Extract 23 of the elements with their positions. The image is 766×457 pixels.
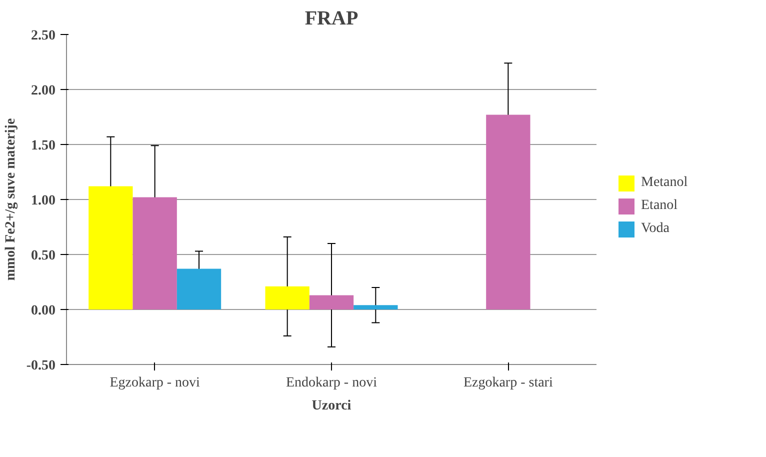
- chart-title: FRAP: [304, 8, 358, 30]
- y-axis-title: mmol Fe2+/g suve materije: [3, 118, 18, 281]
- bar: [309, 295, 354, 310]
- y-tick-label: 1.50: [31, 138, 56, 154]
- bar: [132, 197, 177, 310]
- x-tick-label: Ezgokarp - stari: [463, 376, 553, 390]
- x-tick-label: Egzokarp - novi: [110, 376, 200, 390]
- y-tick-label: -0.50: [26, 358, 56, 374]
- bar: [354, 305, 398, 310]
- x-tick-label: Endokarp - novi: [286, 376, 378, 390]
- legend-label: Etanol: [641, 198, 678, 214]
- legend-label: Metanol: [641, 175, 688, 191]
- y-tick-label: 0.00: [31, 304, 56, 318]
- bar: [486, 114, 530, 310]
- x-axis-title: Uzorci: [312, 398, 352, 414]
- bar: [88, 186, 133, 310]
- y-tick-label: 1.00: [31, 194, 56, 208]
- y-tick-label: 0.50: [31, 248, 56, 264]
- legend-label: Voda: [641, 221, 670, 237]
- y-tick-label: 2.00: [31, 84, 56, 98]
- bar: [265, 286, 310, 310]
- bar: [176, 268, 222, 310]
- y-tick-label: 2.50: [31, 28, 56, 44]
